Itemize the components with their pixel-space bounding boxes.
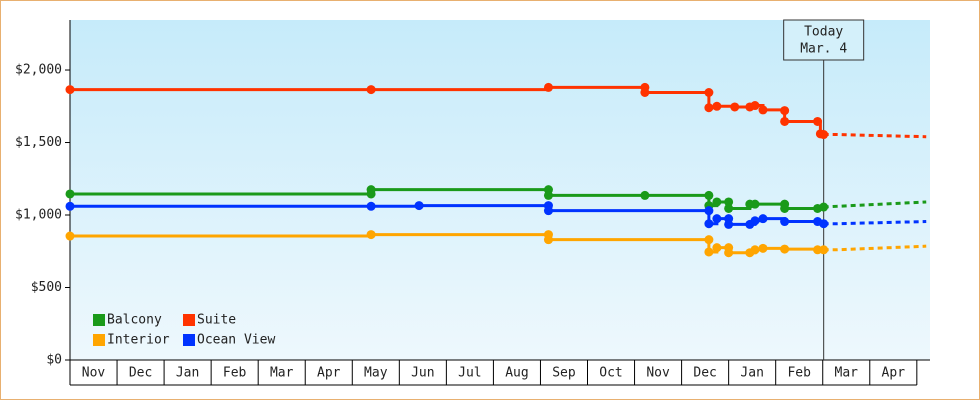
price-point — [750, 199, 760, 209]
price-point — [750, 245, 760, 255]
price-point — [543, 82, 553, 92]
price-point — [819, 245, 829, 255]
y-tick-label: $0 — [46, 353, 62, 368]
legend-label: Suite — [197, 313, 236, 328]
price-point — [758, 214, 768, 224]
legend-swatch — [183, 334, 195, 346]
price-point — [819, 219, 829, 229]
price-point — [640, 190, 650, 200]
legend-label: Balcony — [107, 313, 162, 328]
legend-swatch — [93, 314, 105, 326]
price-point — [704, 235, 714, 245]
price-point — [712, 243, 722, 253]
price-point — [724, 248, 734, 258]
legend-label: Ocean View — [197, 333, 275, 348]
price-point — [543, 235, 553, 245]
x-tick-label: Feb — [223, 366, 247, 381]
price-point — [366, 185, 376, 195]
y-tick-label: $1,000 — [15, 208, 62, 223]
today-label: Today — [804, 25, 843, 40]
y-tick-label: $2,000 — [15, 63, 62, 78]
x-tick-label: Nov — [646, 366, 670, 381]
price-point — [712, 214, 722, 224]
today-box — [783, 19, 865, 61]
legend-swatch — [93, 334, 105, 346]
price-point — [366, 201, 376, 211]
x-tick-label: Mar — [835, 366, 859, 381]
price-point — [366, 85, 376, 95]
x-tick-label: Jan — [176, 366, 199, 381]
price-point — [704, 206, 714, 216]
x-tick-label: Feb — [787, 366, 811, 381]
today-label: Mar. 4 — [800, 42, 847, 57]
price-point — [750, 216, 760, 226]
x-tick-label: Apr — [317, 366, 341, 381]
price-point — [543, 206, 553, 216]
legend-label: Interior — [107, 333, 170, 348]
price-point — [780, 203, 790, 213]
price-point — [704, 190, 714, 200]
price-point — [750, 101, 760, 111]
x-tick-label: Dec — [129, 366, 152, 381]
x-tick-label: Apr — [882, 366, 906, 381]
price-point — [712, 101, 722, 111]
price-point — [366, 230, 376, 240]
price-point — [724, 203, 734, 213]
price-point — [813, 116, 823, 126]
x-tick-label: Oct — [599, 366, 622, 381]
x-tick-label: Jan — [740, 366, 763, 381]
price-point — [819, 130, 829, 140]
price-point — [758, 105, 768, 115]
price-point — [65, 189, 75, 199]
x-tick-label: May — [364, 366, 388, 381]
price-point — [704, 103, 714, 113]
price-point — [780, 244, 790, 254]
price-point — [819, 202, 829, 212]
y-tick-label: $500 — [31, 280, 62, 295]
price-point — [712, 197, 722, 207]
price-point — [724, 197, 734, 207]
price-point — [65, 85, 75, 95]
price-point — [780, 106, 790, 116]
price-point — [704, 247, 714, 257]
price-point — [704, 87, 714, 97]
price-point — [730, 102, 740, 112]
legend-swatch — [183, 314, 195, 326]
x-tick-label: Jun — [411, 366, 434, 381]
x-tick-label: Sep — [552, 366, 576, 381]
x-tick-label: Mar — [270, 366, 294, 381]
price-point — [704, 219, 714, 229]
price-point — [543, 190, 553, 200]
price-point — [65, 231, 75, 241]
x-tick-label: Jul — [458, 366, 481, 381]
price-point — [414, 201, 424, 211]
price-point — [780, 217, 790, 227]
price-point — [758, 243, 768, 253]
x-tick-label: Nov — [82, 366, 106, 381]
price-point — [65, 201, 75, 211]
price-point — [724, 219, 734, 229]
price-point — [780, 116, 790, 126]
price-point — [640, 87, 650, 97]
y-tick-label: $1,500 — [15, 135, 62, 150]
x-tick-label: Dec — [693, 366, 716, 381]
x-tick-label: Aug — [505, 366, 528, 381]
